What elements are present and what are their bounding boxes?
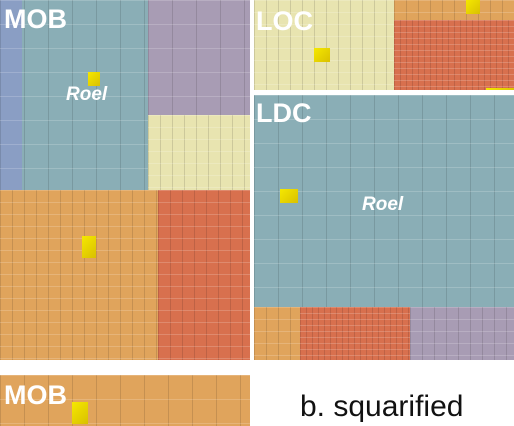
treemap-divider <box>250 0 254 360</box>
region-label-ldc: LDC <box>256 98 312 128</box>
ldc-purple-strip <box>410 307 514 360</box>
region-label-mob: MOB <box>4 4 67 34</box>
ldc-teal-block <box>254 95 514 307</box>
loc-highlight-cell <box>314 48 330 62</box>
highlight-label-mob: Roel <box>66 84 108 105</box>
ldc-orange-strip <box>254 307 300 360</box>
caption: b. squarified <box>300 390 464 423</box>
mob-cream-block <box>148 115 250 190</box>
ldc-highlight-cell <box>280 189 298 203</box>
loc-orange-block <box>394 0 514 20</box>
loc-cream-block <box>254 0 394 90</box>
region-label-loc: LOC <box>256 6 313 36</box>
treemap-b-orange-block <box>0 375 250 426</box>
loc-red-block <box>394 20 514 90</box>
mob-red-block <box>158 190 250 360</box>
ldc-red-strip <box>300 307 410 360</box>
loc-ldc-divider <box>254 90 514 95</box>
mob-blue-strip <box>0 0 22 190</box>
region-label-mob-b: MOB <box>4 380 67 410</box>
loc-highlight-cell-right <box>466 0 480 14</box>
treemap-b-highlight-cell <box>72 402 88 424</box>
mob-orange-highlight-cell <box>82 236 96 258</box>
mob-orange-block <box>0 190 158 360</box>
highlight-label-ldc: Roel <box>362 194 404 215</box>
mob-highlight-cell <box>88 72 100 86</box>
mob-teal-block <box>0 0 148 190</box>
mob-purple-block <box>148 0 250 115</box>
